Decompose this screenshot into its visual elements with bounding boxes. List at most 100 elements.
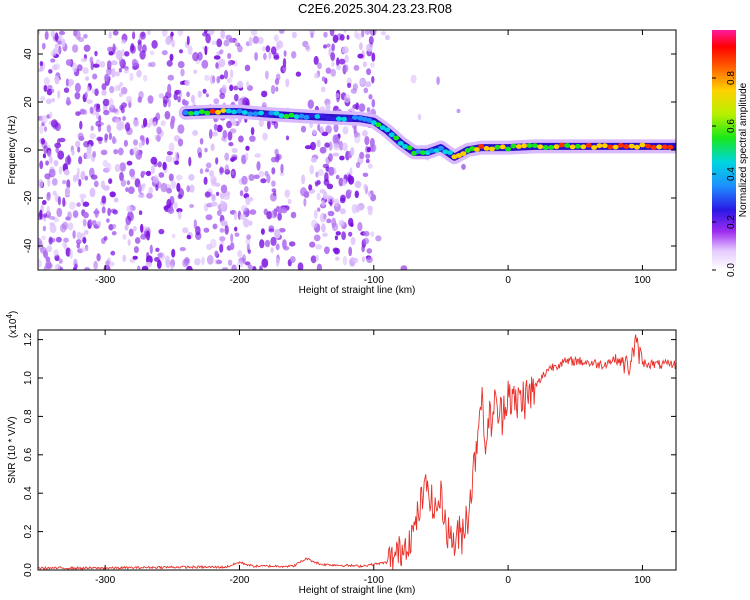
noise-speckle	[55, 236, 62, 243]
noise-speckle	[328, 141, 333, 151]
noise-speckle	[158, 93, 165, 99]
noise-speckle	[366, 107, 371, 113]
noise-speckle	[43, 145, 49, 154]
noise-speckle	[136, 69, 142, 78]
y-tick-label: 0.0	[23, 563, 34, 577]
noise-speckle	[170, 115, 176, 124]
track-cell	[574, 143, 581, 149]
noise-speckle	[47, 177, 51, 187]
noise-speckle	[120, 179, 127, 187]
noise-speckle	[245, 196, 251, 206]
noise-speckle	[350, 222, 354, 227]
noise-speckle	[197, 51, 203, 61]
noise-speckle	[50, 58, 56, 63]
noise-speckle	[65, 186, 71, 197]
noise-speckle	[331, 43, 335, 52]
noise-speckle	[147, 62, 152, 68]
noise-speckle	[309, 164, 315, 175]
noise-speckle	[354, 30, 358, 39]
noise-speckle	[238, 135, 244, 143]
noise-speckle	[72, 174, 78, 183]
noise-speckle	[140, 31, 146, 40]
noise-speckle	[369, 30, 377, 37]
noise-speckle	[257, 36, 264, 45]
noise-speckle	[311, 219, 318, 229]
noise-speckle	[350, 88, 357, 94]
noise-speckle	[285, 135, 290, 141]
noise-speckle	[237, 250, 243, 258]
track-cell	[182, 110, 189, 116]
noise-speckle	[321, 76, 326, 82]
noise-speckle	[123, 139, 128, 147]
track-cell	[510, 143, 517, 149]
noise-speckle	[152, 121, 157, 127]
noise-speckle	[368, 94, 373, 100]
noise-speckle	[39, 209, 43, 220]
noise-speckle	[108, 51, 114, 56]
noise-speckle	[146, 30, 151, 36]
noise-speckle	[224, 164, 230, 173]
noise-speckle	[169, 53, 174, 62]
noise-speckle	[156, 126, 162, 135]
noise-speckle	[43, 77, 51, 86]
noise-speckle	[138, 91, 144, 99]
noise-speckle	[309, 241, 316, 248]
noise-speckle	[240, 205, 248, 212]
noise-speckle	[254, 52, 258, 61]
noise-speckle	[42, 250, 47, 257]
noise-speckle	[160, 120, 166, 127]
noise-speckle	[229, 84, 234, 92]
noise-speckle	[75, 111, 81, 116]
noise-speckle	[214, 182, 221, 187]
noise-speckle	[93, 260, 98, 270]
noise-speckle	[45, 98, 52, 105]
noise-speckle	[355, 204, 361, 213]
noise-speckle	[320, 86, 326, 93]
noise-speckle	[174, 151, 178, 158]
noise-speckle	[188, 174, 195, 181]
noise-speckle	[321, 223, 326, 233]
noise-speckle	[205, 168, 210, 173]
noise-speckle	[108, 31, 112, 39]
noise-speckle	[343, 30, 347, 33]
track-cell	[406, 145, 413, 151]
noise-speckle	[56, 207, 63, 218]
noise-speckle	[72, 210, 79, 219]
noise-speckle	[362, 61, 367, 68]
noise-speckle	[89, 187, 96, 198]
noise-speckle	[262, 46, 266, 52]
noise-speckle	[333, 123, 339, 133]
noise-speckle	[100, 149, 108, 156]
noise-speckle	[158, 172, 165, 178]
noise-speckle	[219, 49, 224, 54]
noise-speckle	[102, 98, 110, 107]
noise-speckle	[189, 184, 195, 193]
noise-speckle	[338, 177, 344, 187]
noise-speckle	[350, 256, 356, 263]
noise-speckle	[283, 50, 287, 57]
noise-speckle	[202, 88, 207, 94]
noise-speckle	[177, 124, 185, 134]
track-cell	[258, 110, 264, 116]
noise-speckle	[146, 192, 153, 199]
track-cell	[341, 116, 348, 122]
noise-speckle	[332, 152, 340, 157]
noise-speckle	[132, 146, 139, 155]
noise-speckle	[364, 30, 371, 36]
noise-speckle	[101, 206, 106, 214]
noise-speckle	[195, 225, 201, 236]
track-cell	[231, 109, 238, 115]
noise-speckle	[142, 117, 148, 128]
x-tick-label: -200	[229, 575, 249, 586]
noise-speckle	[201, 59, 209, 69]
track-cell	[515, 144, 522, 149]
noise-speckle	[125, 187, 129, 193]
noise-speckle	[183, 100, 189, 106]
track-cell	[601, 143, 608, 149]
noise-speckle	[108, 98, 114, 108]
noise-speckle	[339, 34, 345, 41]
noise-speckle	[223, 69, 229, 80]
noise-speckle	[258, 170, 265, 177]
noise-speckle	[132, 119, 140, 127]
noise-speckle	[121, 39, 127, 44]
